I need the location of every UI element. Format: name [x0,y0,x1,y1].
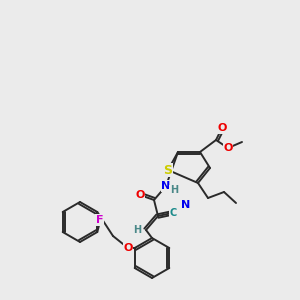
Text: N: N [161,181,171,191]
Text: N: N [182,200,190,210]
Text: O: O [123,243,133,253]
Text: O: O [223,143,233,153]
Text: O: O [217,123,227,133]
Text: C: C [169,208,177,218]
Text: S: S [164,164,172,176]
Text: H: H [133,225,141,235]
Text: F: F [96,215,103,225]
Text: O: O [135,190,145,200]
Text: H: H [170,185,178,195]
